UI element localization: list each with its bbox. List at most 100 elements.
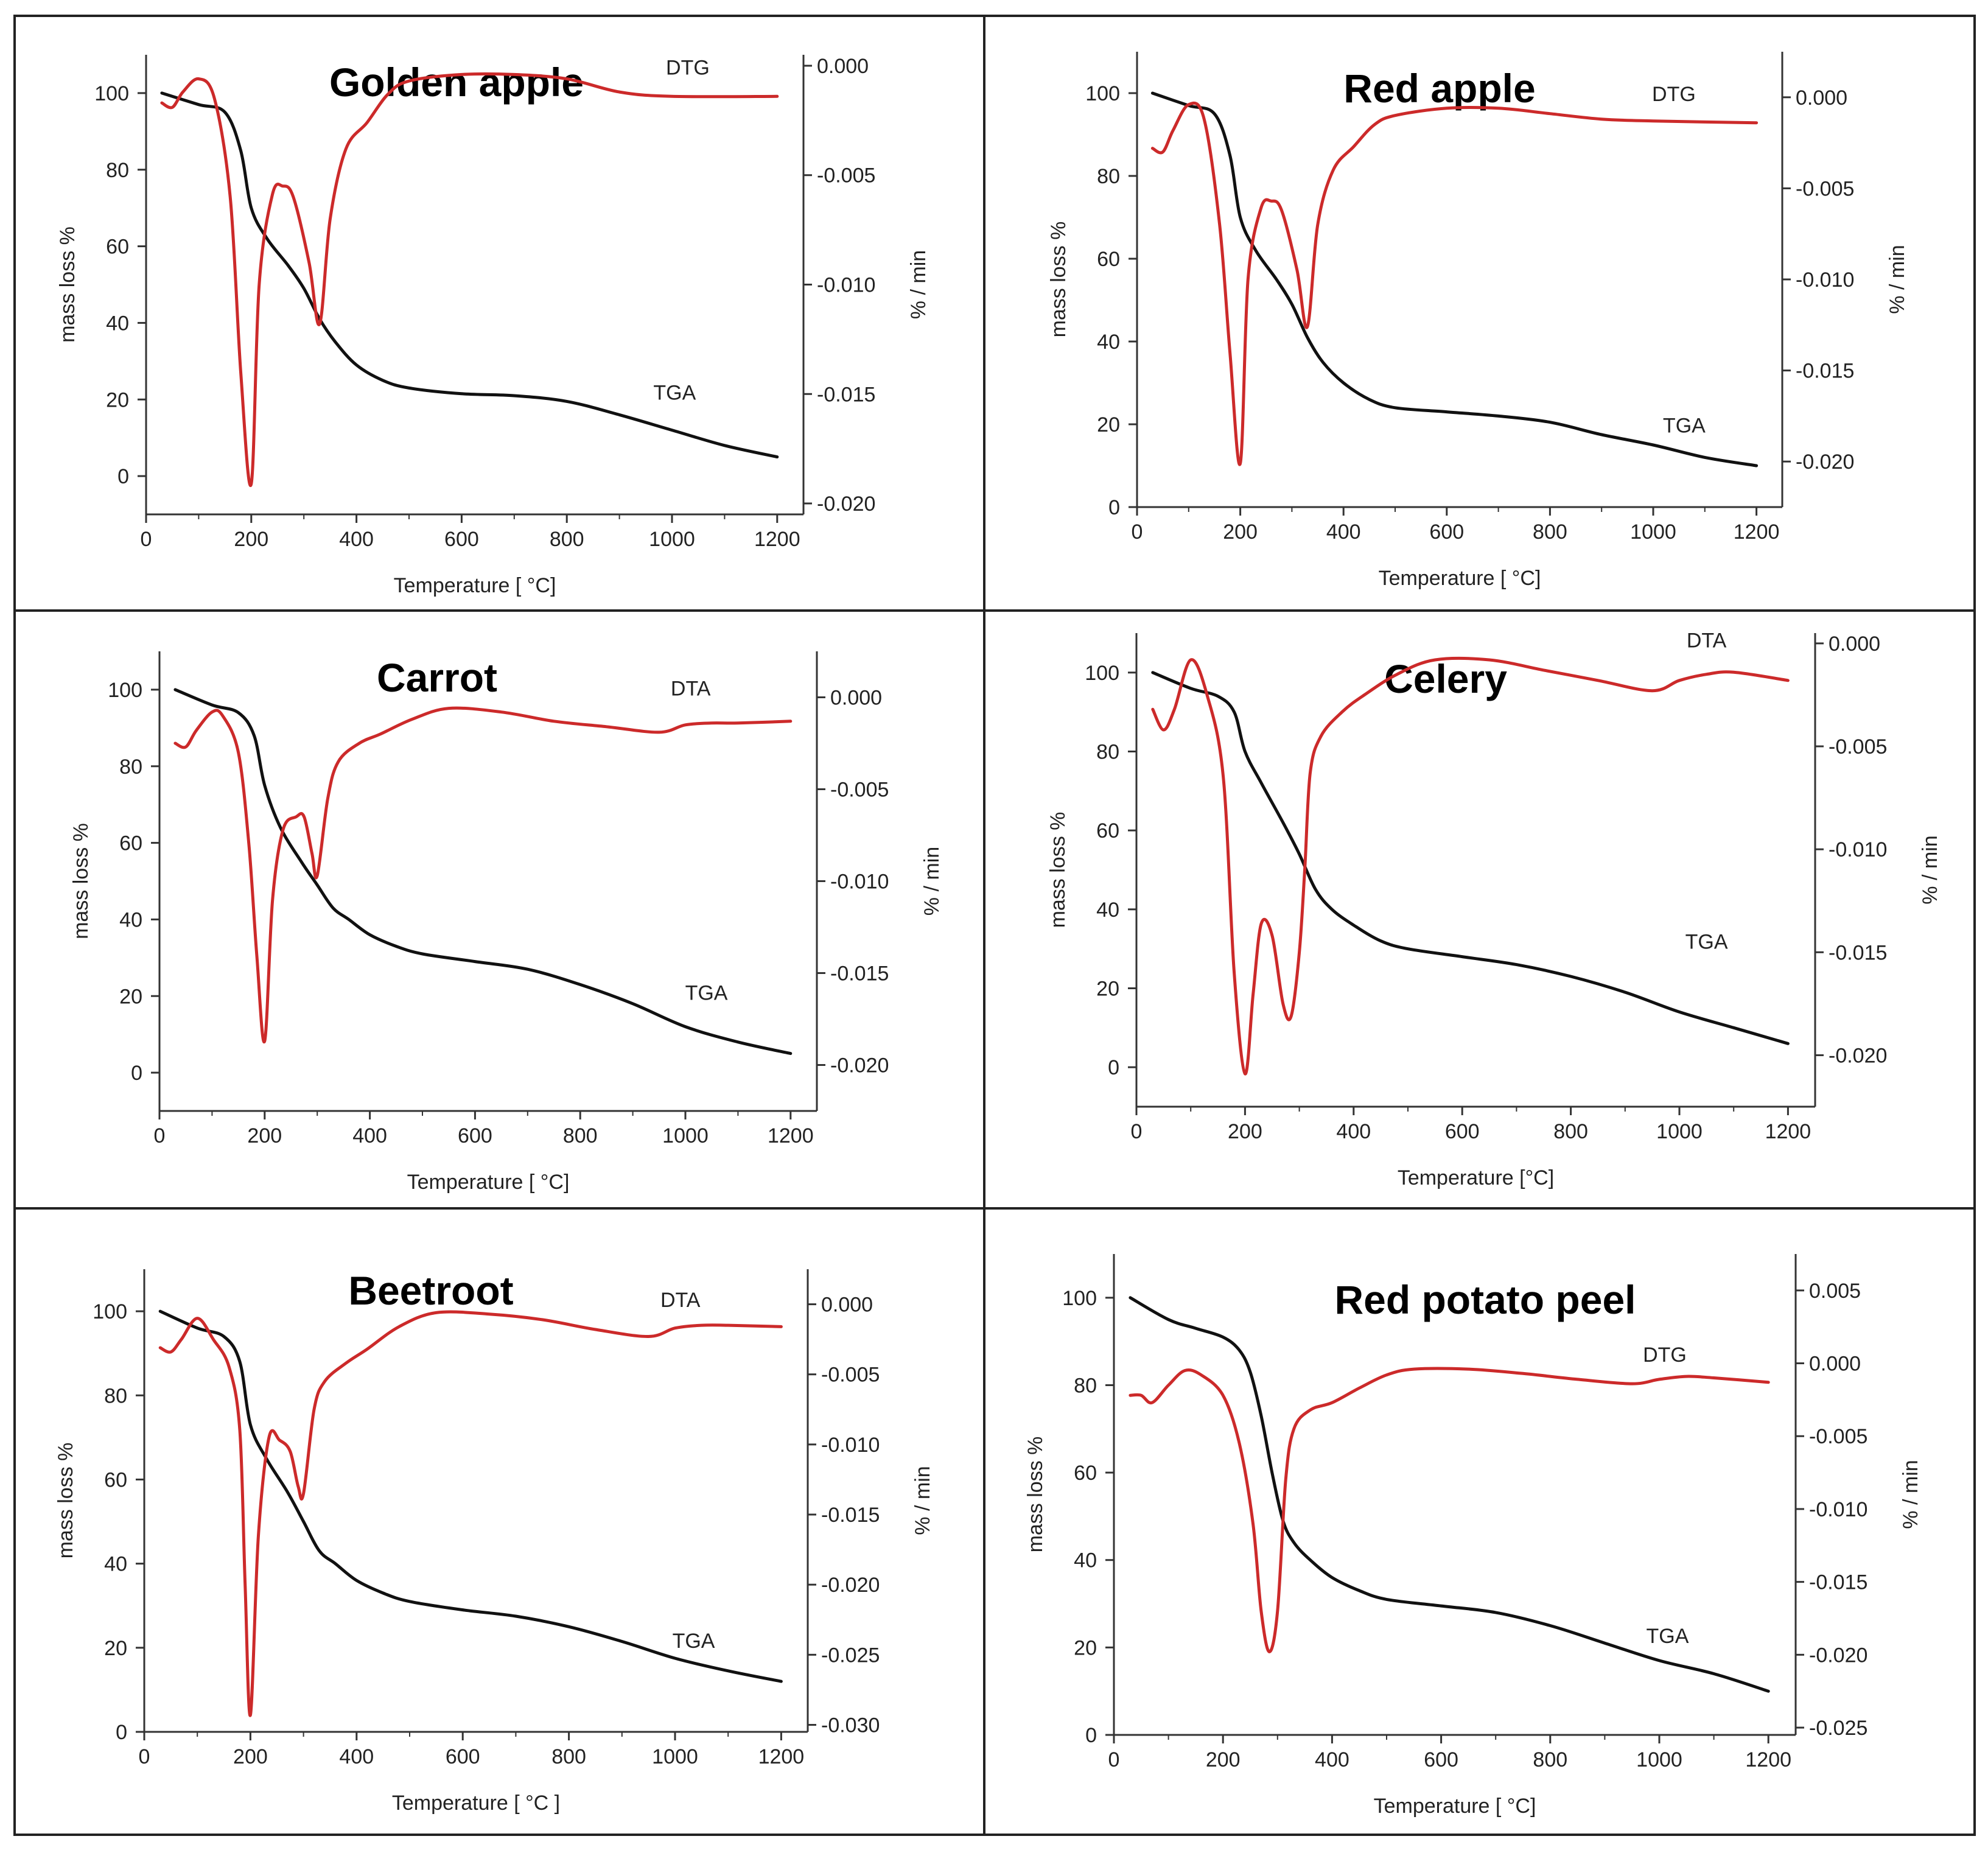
y-left-tick-label: 20 bbox=[104, 1637, 127, 1660]
y-right-tick-label: -0.005 bbox=[821, 1364, 880, 1387]
x-tick-label: 800 bbox=[550, 528, 584, 551]
x-tick-label: 800 bbox=[1533, 1748, 1567, 1771]
x-tick-label: 800 bbox=[551, 1745, 586, 1768]
y-right-tick-label: -0.015 bbox=[830, 962, 889, 986]
y-axis-right-label: % / min bbox=[911, 1466, 934, 1535]
series-line-dtg bbox=[1129, 1367, 1770, 1653]
x-tick-label: 0 bbox=[1132, 520, 1143, 544]
x-axis-label: Temperature [ °C ] bbox=[392, 1792, 560, 1815]
y-left-tick-label: 40 bbox=[106, 312, 129, 335]
x-axis-label: Temperature [ °C] bbox=[407, 1171, 570, 1194]
series-label-dta: DTA bbox=[660, 1289, 701, 1312]
chart-panel-4: Celery 0 200 400 600 800 1000 1200 0 20 40 60 80 100 0… bbox=[1046, 629, 1942, 1189]
y-left-tick-label: 80 bbox=[106, 159, 129, 182]
chart-panel-5: Beetroot 0 200 400 600 800 1000 1200 0 20 40 60 80 10… bbox=[54, 1268, 934, 1815]
x-tick-label: 400 bbox=[339, 1745, 374, 1768]
x-tick-label: 1000 bbox=[1636, 1748, 1682, 1771]
y-left-tick-label: 0 bbox=[1108, 496, 1120, 519]
y-left-tick-label: 80 bbox=[1074, 1374, 1097, 1397]
y-axis-left-label: mass loss % bbox=[1047, 222, 1070, 338]
y-axis-right-label: % / min bbox=[1886, 245, 1909, 314]
y-left-tick-label: 40 bbox=[119, 908, 142, 931]
series-line-dta bbox=[173, 706, 793, 1044]
y-left-tick-label: 60 bbox=[1096, 819, 1119, 842]
y-right-tick-label: -0.020 bbox=[1809, 1644, 1867, 1667]
y-axis-right-label: % / min bbox=[1919, 835, 1942, 904]
y-right-tick-label: -0.010 bbox=[1809, 1498, 1867, 1521]
x-tick-label: 0 bbox=[1131, 1120, 1143, 1143]
x-axis-label: Temperature [ °C] bbox=[1374, 1795, 1536, 1818]
x-tick-label: 1000 bbox=[1656, 1120, 1703, 1143]
x-tick-label: 200 bbox=[234, 528, 268, 551]
y-right-tick-label: -0.005 bbox=[830, 779, 889, 802]
chart-panel-2: Red apple 0 200 400 600 800 1000 1200 0 20 40 60 80 1… bbox=[1047, 52, 1909, 590]
x-tick-label: 600 bbox=[1429, 520, 1464, 544]
y-left-tick-label: 0 bbox=[131, 1062, 142, 1085]
y-right-tick-label: -0.010 bbox=[817, 274, 875, 297]
chart-panel-3: Carrot 0 200 400 600 800 1000 1200 0 20 40 60 80 100 0… bbox=[69, 651, 943, 1194]
series-label-dta: DTA bbox=[671, 677, 711, 700]
x-tick-label: 200 bbox=[247, 1124, 282, 1147]
x-tick-label: 400 bbox=[339, 528, 374, 551]
x-tick-label: 200 bbox=[1206, 1748, 1241, 1771]
series-line-tga bbox=[1150, 91, 1759, 468]
x-tick-label: 0 bbox=[139, 1745, 150, 1768]
series-label-tga: TGA bbox=[1685, 931, 1728, 954]
figure-frame bbox=[13, 15, 1976, 1836]
y-right-tick-label: -0.020 bbox=[817, 492, 875, 516]
y-left-tick-label: 20 bbox=[106, 388, 129, 412]
x-tick-label: 800 bbox=[563, 1124, 598, 1147]
x-tick-label: 200 bbox=[1228, 1120, 1262, 1143]
y-left-tick-label: 80 bbox=[1096, 741, 1119, 764]
chart-title: Beetroot bbox=[348, 1268, 513, 1313]
series-label-tga: TGA bbox=[685, 982, 728, 1005]
series-label-dtg: DTG bbox=[1652, 83, 1696, 106]
x-tick-label: 1000 bbox=[1630, 520, 1676, 544]
x-tick-label: 0 bbox=[141, 528, 152, 551]
x-tick-label: 1000 bbox=[652, 1745, 698, 1768]
series-line-dtg bbox=[160, 72, 779, 487]
series-label-dta: DTA bbox=[1687, 629, 1727, 653]
y-axis-left-label: mass loss % bbox=[1024, 1437, 1047, 1553]
y-left-tick-label: 80 bbox=[104, 1384, 127, 1407]
x-tick-label: 600 bbox=[444, 528, 479, 551]
y-left-tick-label: 60 bbox=[104, 1468, 127, 1491]
y-left-tick-label: 20 bbox=[1096, 978, 1119, 1001]
y-left-tick-label: 100 bbox=[1085, 82, 1120, 105]
x-tick-label: 1200 bbox=[768, 1124, 814, 1147]
y-left-tick-label: 60 bbox=[106, 236, 129, 259]
chart-title: Golden apple bbox=[329, 60, 584, 105]
series-label-tga: TGA bbox=[673, 1630, 715, 1653]
y-left-tick-label: 80 bbox=[119, 755, 142, 779]
y-right-tick-label: -0.015 bbox=[1809, 1571, 1867, 1594]
series-line-tga bbox=[160, 91, 779, 459]
y-right-tick-label: 0.005 bbox=[1809, 1280, 1861, 1303]
x-tick-label: 400 bbox=[1326, 520, 1361, 544]
y-axis-left-label: mass loss % bbox=[69, 823, 93, 939]
x-tick-label: 1200 bbox=[1734, 520, 1780, 544]
chart-title: Red apple bbox=[1343, 66, 1535, 111]
x-tick-label: 1200 bbox=[758, 1745, 805, 1768]
y-right-tick-label: -0.015 bbox=[1796, 360, 1854, 383]
series-label-tga: TGA bbox=[1646, 1625, 1689, 1648]
y-axis-left-label: mass loss % bbox=[56, 226, 79, 343]
y-left-tick-label: 100 bbox=[108, 679, 142, 702]
y-right-tick-label: -0.015 bbox=[821, 1504, 880, 1527]
y-right-tick-label: -0.005 bbox=[1809, 1425, 1867, 1448]
y-right-tick-label: -0.015 bbox=[1829, 941, 1887, 964]
x-tick-label: 800 bbox=[1553, 1120, 1588, 1143]
x-tick-label: 1200 bbox=[1765, 1120, 1811, 1143]
y-left-tick-label: 0 bbox=[1108, 1056, 1119, 1079]
x-tick-label: 600 bbox=[1445, 1120, 1480, 1143]
y-left-tick-label: 0 bbox=[1085, 1724, 1097, 1747]
x-tick-label: 800 bbox=[1533, 520, 1567, 544]
series-line-tga bbox=[1129, 1296, 1770, 1693]
y-left-tick-label: 80 bbox=[1097, 165, 1120, 188]
y-left-tick-label: 60 bbox=[119, 832, 142, 855]
y-axis-right-label: % / min bbox=[920, 847, 943, 916]
y-right-tick-label: -0.010 bbox=[1829, 838, 1887, 861]
y-right-tick-label: -0.015 bbox=[817, 383, 875, 406]
chart-title: Celery bbox=[1384, 656, 1507, 701]
chart-panel-6: Red potato peel 0 200 400 600 800 1000 1200 0 20 4… bbox=[1024, 1254, 1922, 1818]
